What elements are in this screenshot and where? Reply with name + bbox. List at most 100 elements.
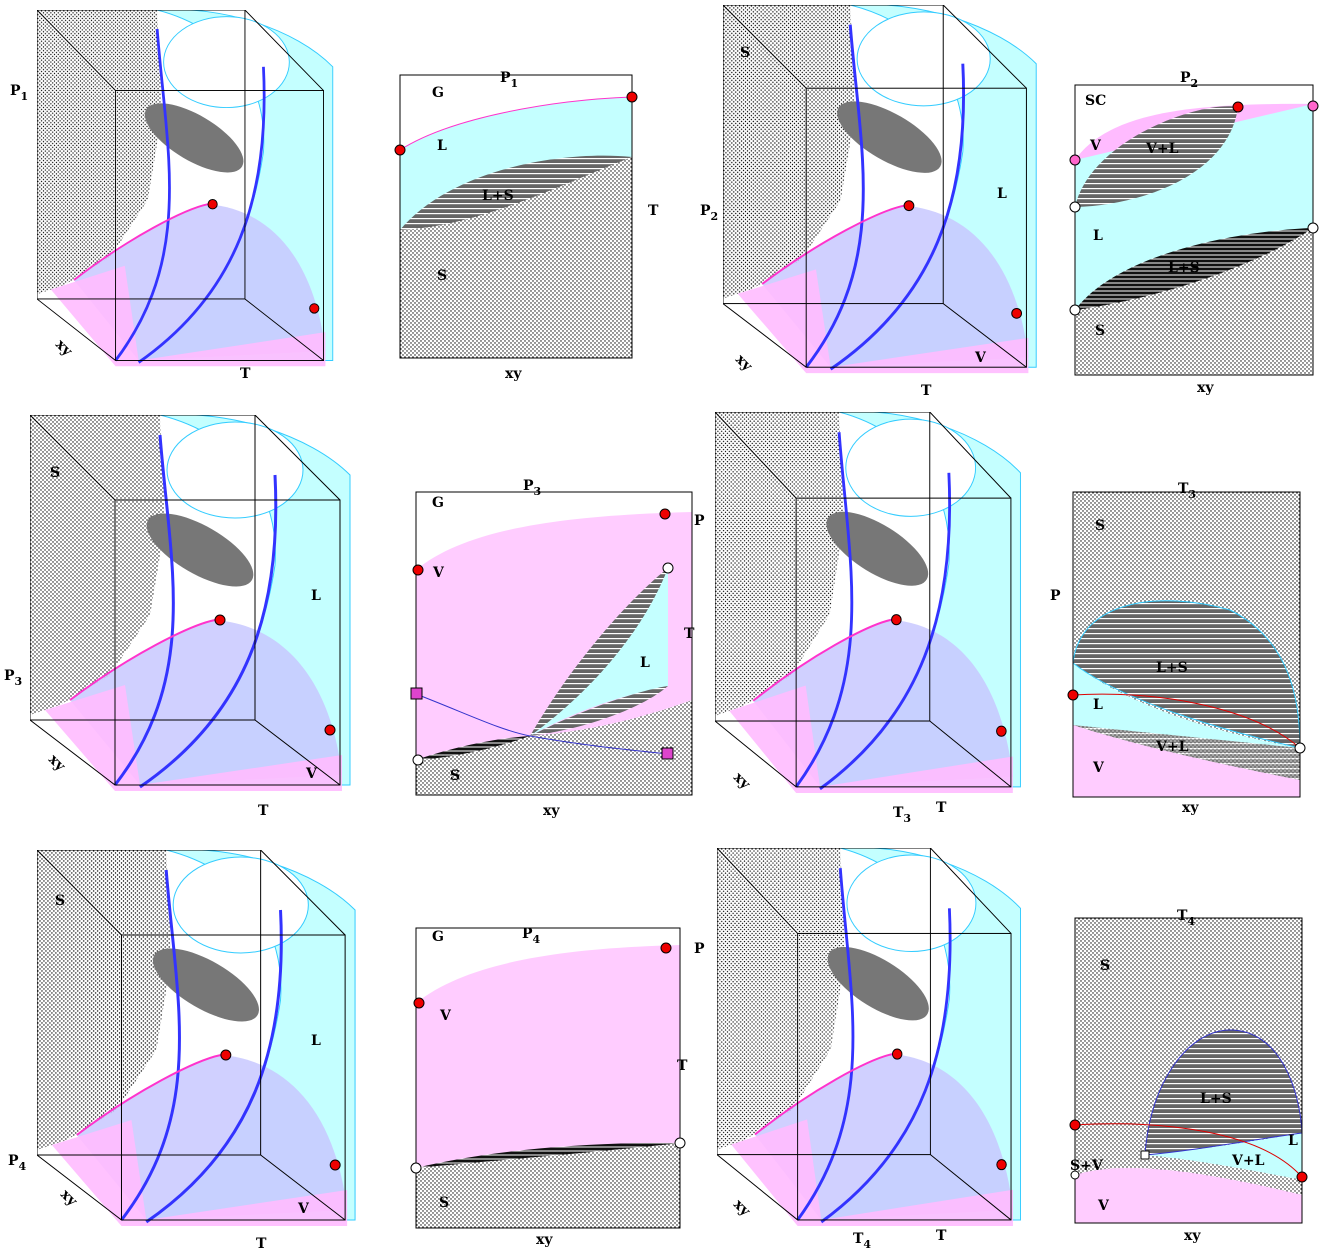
axis-label: T xyxy=(921,383,932,399)
axis-label: xy xyxy=(1197,380,1214,396)
block-3d xyxy=(717,847,1021,1226)
region-label: L+S xyxy=(482,188,514,204)
section-p4 xyxy=(411,928,685,1228)
section-p3 xyxy=(411,492,692,795)
marker-subscript: 4 xyxy=(863,1238,871,1251)
marker-subscript: 1 xyxy=(511,77,519,90)
region-label: S+V xyxy=(1070,1158,1104,1174)
marker-letter: P xyxy=(500,70,511,86)
marker-letter: P xyxy=(10,83,21,99)
point xyxy=(395,145,405,155)
point xyxy=(627,92,637,102)
marker-subscript: 3 xyxy=(15,675,23,688)
marker-letter: T xyxy=(1177,908,1188,924)
region-label: S xyxy=(740,45,750,61)
marker-subscript: 3 xyxy=(1188,488,1196,501)
region-label: L xyxy=(1093,228,1103,244)
block-3d xyxy=(30,414,350,791)
region-label: V xyxy=(305,766,318,782)
region-label: S xyxy=(450,768,460,784)
axis-label: xy xyxy=(1182,800,1199,816)
block-3d xyxy=(715,411,1020,793)
region-label: S xyxy=(1095,323,1105,339)
point xyxy=(411,1163,421,1173)
point xyxy=(661,943,671,953)
block-3d xyxy=(723,4,1036,373)
region-label: V xyxy=(432,565,445,581)
point xyxy=(1070,305,1080,315)
axis-label: T xyxy=(240,366,251,382)
point xyxy=(1070,202,1080,212)
panel-marker: T3 xyxy=(893,805,911,825)
point xyxy=(1141,1151,1149,1159)
region-label: SC xyxy=(1085,93,1106,109)
marker-subscript: 4 xyxy=(1187,915,1195,928)
marker-letter: P xyxy=(4,668,15,684)
region-label: V xyxy=(1092,760,1105,776)
axis-label: xy xyxy=(45,752,69,776)
region-label: L+S xyxy=(1168,260,1200,276)
region-label: L xyxy=(437,138,447,154)
axis-label: xy xyxy=(543,803,560,819)
point xyxy=(660,509,670,519)
point xyxy=(1233,102,1243,112)
axis-label: T xyxy=(648,203,659,219)
region-label: S xyxy=(437,268,447,284)
point xyxy=(1308,101,1318,111)
region-label: S xyxy=(1100,958,1110,974)
region-label: L xyxy=(1093,697,1103,713)
axis-label: xy xyxy=(730,1197,754,1221)
axis-label: P xyxy=(694,513,705,529)
marker-letter: T xyxy=(853,1231,864,1247)
marker-letter: P xyxy=(8,1153,19,1169)
region-label: V xyxy=(1089,138,1102,154)
point xyxy=(675,1138,685,1148)
page: P1xyTP1GLL+SSxyTP2SLVxyTP2SCVV+LLL+SSxyP… xyxy=(0,0,1325,1256)
axis-label: T xyxy=(936,1228,947,1244)
axis-label: T xyxy=(258,803,269,819)
marker-subscript: 3 xyxy=(903,812,911,825)
region-label: G xyxy=(432,929,444,945)
region-label: V xyxy=(297,1201,310,1217)
section-p2 xyxy=(1070,85,1318,375)
region-label: L xyxy=(1288,1133,1298,1149)
panel-marker: P1 xyxy=(10,83,28,103)
axis-label: xy xyxy=(732,352,756,376)
axis-label: T xyxy=(684,626,695,642)
region-label: V+L xyxy=(1155,739,1189,755)
block-3d xyxy=(37,849,355,1226)
region-label: S xyxy=(439,1195,449,1211)
marker-subscript: 3 xyxy=(534,485,542,498)
panel-marker: T4 xyxy=(853,1231,871,1251)
marker-letter: T xyxy=(1178,481,1189,497)
axis-label: P xyxy=(1050,588,1061,604)
region-label: L+S xyxy=(1200,1091,1232,1107)
point xyxy=(1295,743,1305,753)
point xyxy=(411,688,422,699)
point xyxy=(414,998,424,1008)
region-label: V+L xyxy=(1231,1153,1265,1169)
figure: P1xyTP1GLL+SSxyTP2SLVxyTP2SCVV+LLL+SSxyP… xyxy=(0,0,1325,1256)
marker-letter: P xyxy=(700,203,711,219)
point xyxy=(663,563,673,573)
marker-letter: P xyxy=(523,478,534,494)
region-label: S xyxy=(55,893,65,909)
axis-label: xy xyxy=(57,1187,81,1211)
axis-label: T xyxy=(256,1236,267,1252)
axis-label: xy xyxy=(52,337,76,361)
panel-marker: P4 xyxy=(8,1153,27,1173)
axis-label: xy xyxy=(730,770,754,794)
marker-subscript: 1 xyxy=(21,90,29,103)
panel-marker: P3 xyxy=(4,668,22,688)
region-label: L xyxy=(311,1033,321,1049)
region-label: S xyxy=(1095,518,1105,534)
region-label: L xyxy=(311,588,321,604)
region-label: V xyxy=(1097,1198,1110,1214)
axis-label: xy xyxy=(536,1232,553,1248)
region-label: V+L xyxy=(1145,141,1179,157)
marker-subscript: 2 xyxy=(711,210,719,223)
marker-letter: T xyxy=(893,805,904,821)
point xyxy=(1308,223,1318,233)
region-label: V xyxy=(974,350,987,366)
point xyxy=(413,565,423,575)
